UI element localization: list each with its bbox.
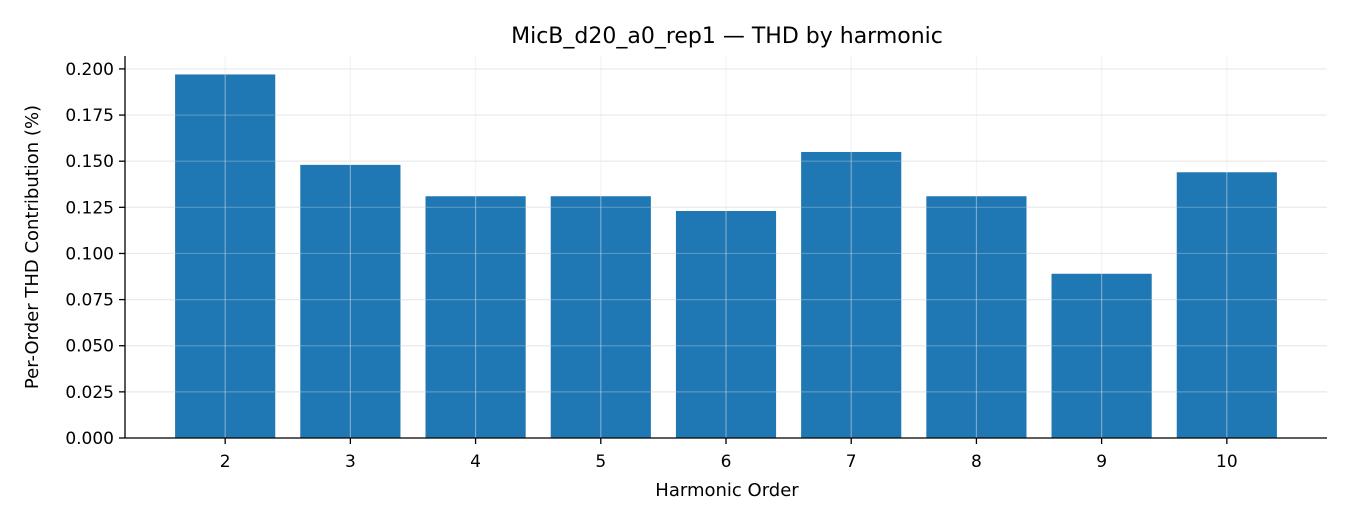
- bar-6: [675, 211, 777, 438]
- x-tick-label: 7: [846, 452, 857, 472]
- bar-9: [1051, 273, 1152, 438]
- bar-7: [801, 151, 902, 438]
- y-tick-label: 0.125: [65, 198, 114, 218]
- bars: [175, 74, 1277, 439]
- bar-10: [1176, 172, 1277, 438]
- x-tick-label: 10: [1216, 452, 1238, 472]
- x-tick-label: 8: [971, 452, 982, 472]
- y-tick-label: 0.175: [65, 106, 114, 126]
- x-tick-label: 5: [595, 452, 606, 472]
- x-tick-label: 2: [220, 452, 231, 472]
- bar-2: [175, 74, 276, 439]
- x-tick-label: 9: [1096, 452, 1107, 472]
- y-tick-label: 0.000: [65, 429, 114, 449]
- y-tick-label: 0.150: [65, 152, 114, 172]
- y-axis-label: Per-Order THD Contribution (%): [22, 105, 43, 389]
- y-tick-label: 0.025: [65, 383, 114, 403]
- y-tick-label: 0.100: [65, 244, 114, 264]
- ticks: 0.000 0.025 0.050 0.075 0.100 0.125 0.150 0.175…: [65, 60, 1237, 472]
- chart-title: MicB_d20_a0_rep1 — THD by harmonic: [511, 24, 943, 49]
- y-tick-label: 0.050: [65, 337, 114, 357]
- axes: [124, 56, 1327, 439]
- x-tick-label: 6: [721, 452, 732, 472]
- bar-8: [926, 196, 1027, 438]
- bar-5: [550, 196, 651, 438]
- bar-3: [300, 164, 401, 439]
- y-tick-label: 0.200: [65, 60, 114, 80]
- x-axis-label: Harmonic Order: [655, 480, 799, 501]
- x-tick-label: 4: [470, 452, 481, 472]
- x-tick-label: 3: [345, 452, 356, 472]
- y-tick-label: 0.075: [65, 291, 114, 311]
- bar-4: [425, 196, 526, 438]
